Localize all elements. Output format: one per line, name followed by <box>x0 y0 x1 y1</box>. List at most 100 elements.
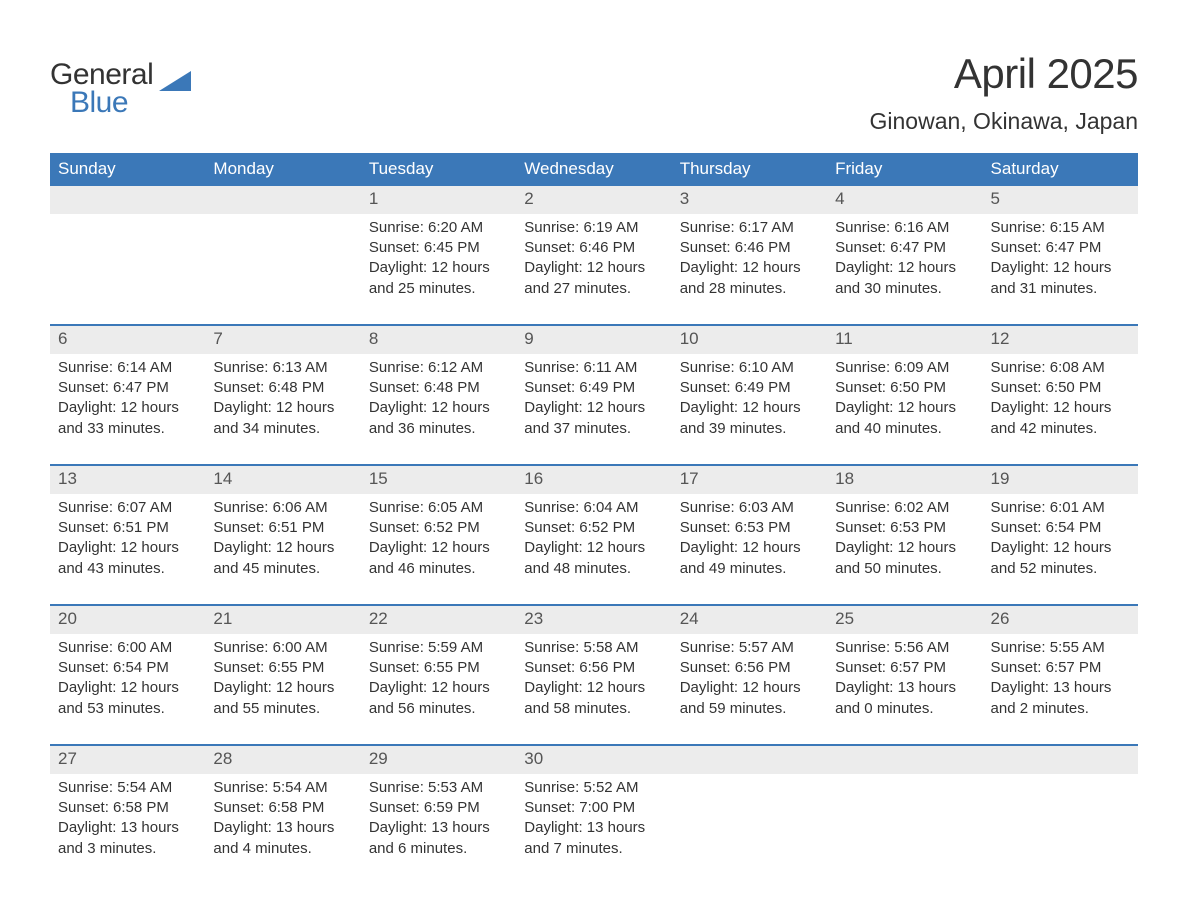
day-body: Sunrise: 6:11 AMSunset: 6:49 PMDaylight:… <box>524 358 663 439</box>
day-number: 9 <box>524 329 533 348</box>
day-line-dl2: and 55 minutes. <box>213 699 352 719</box>
day-line-ss: Sunset: 6:59 PM <box>369 798 508 818</box>
month-title: April 2025 <box>870 50 1139 98</box>
day-number-row: 11 <box>827 326 982 354</box>
day-line-dl1: Daylight: 12 hours <box>58 678 197 698</box>
title-block: April 2025 Ginowan, Okinawa, Japan <box>870 50 1139 135</box>
day-line-dl1: Daylight: 12 hours <box>835 538 974 558</box>
day-number: 20 <box>58 609 77 628</box>
day-number: 22 <box>369 609 388 628</box>
week-row: 6Sunrise: 6:14 AMSunset: 6:47 PMDaylight… <box>50 324 1138 454</box>
day-body: Sunrise: 5:55 AMSunset: 6:57 PMDaylight:… <box>991 638 1130 719</box>
day-cell: 20 Sunrise: 6:00 AMSunset: 6:54 PMDayligh… <box>50 606 205 734</box>
day-line-ss: Sunset: 6:45 PM <box>369 238 508 258</box>
day-line-dl2: and 6 minutes. <box>369 839 508 859</box>
day-line-sr: Sunrise: 6:07 AM <box>58 498 197 518</box>
day-line-dl1: Daylight: 12 hours <box>213 678 352 698</box>
day-cell: 14 Sunrise: 6:06 AMSunset: 6:51 PMDayligh… <box>205 466 360 594</box>
day-body: Sunrise: 6:12 AMSunset: 6:48 PMDaylight:… <box>369 358 508 439</box>
day-number-row: 13 <box>50 466 205 494</box>
day-cell: 17Sunrise: 6:03 AMSunset: 6:53 PMDayligh… <box>672 466 827 594</box>
day-body: Sunrise: 6:00 AMSunset: 6:54 PMDaylight:… <box>58 638 197 719</box>
day-line-dl2: and 42 minutes. <box>991 419 1130 439</box>
day-line-dl1: Daylight: 12 hours <box>369 678 508 698</box>
day-number-row: 28 <box>205 746 360 774</box>
day-number-row: 21 <box>205 606 360 634</box>
day-cell: 6Sunrise: 6:14 AMSunset: 6:47 PMDaylight… <box>50 326 205 454</box>
day-line-dl1: Daylight: 12 hours <box>991 258 1130 278</box>
day-number-row: 17 <box>672 466 827 494</box>
day-body: Sunrise: 6:02 AMSunset: 6:53 PMDaylight:… <box>835 498 974 579</box>
day-body: Sunrise: 5:53 AMSunset: 6:59 PMDaylight:… <box>369 778 508 859</box>
day-line-dl1: Daylight: 12 hours <box>369 398 508 418</box>
day-cell: 10Sunrise: 6:10 AMSunset: 6:49 PMDayligh… <box>672 326 827 454</box>
day-body: Sunrise: 5:54 AMSunset: 6:58 PMDaylight:… <box>58 778 197 859</box>
day-body: Sunrise: 6:17 AMSunset: 6:46 PMDaylight:… <box>680 218 819 299</box>
day-line-dl2: and 0 minutes. <box>835 699 974 719</box>
day-line-ss: Sunset: 6:48 PM <box>369 378 508 398</box>
logo: General Blue <box>50 50 191 120</box>
day-line-dl2: and 30 minutes. <box>835 279 974 299</box>
day-line-dl1: Daylight: 13 hours <box>58 818 197 838</box>
day-number-row: 23 <box>516 606 671 634</box>
day-line-sr: Sunrise: 6:15 AM <box>991 218 1130 238</box>
day-line-dl1: Daylight: 12 hours <box>369 258 508 278</box>
day-line-dl1: Daylight: 12 hours <box>58 538 197 558</box>
day-number: 11 <box>835 329 853 348</box>
day-line-sr: Sunrise: 5:56 AM <box>835 638 974 658</box>
weekday-header: Tuesday <box>361 153 516 186</box>
day-number-row: 19 <box>983 466 1138 494</box>
day-line-dl2: and 34 minutes. <box>213 419 352 439</box>
day-cell: 22Sunrise: 5:59 AMSunset: 6:55 PMDayligh… <box>361 606 516 734</box>
weekday-header: Saturday <box>983 153 1138 186</box>
day-body: Sunrise: 6:06 AMSunset: 6:51 PMDaylight:… <box>213 498 352 579</box>
day-line-dl2: and 45 minutes. <box>213 559 352 579</box>
day-body: Sunrise: 6:01 AMSunset: 6:54 PMDaylight:… <box>991 498 1130 579</box>
day-line-dl2: and 53 minutes. <box>58 699 197 719</box>
day-line-dl2: and 50 minutes. <box>835 559 974 579</box>
day-number-row: 10 <box>672 326 827 354</box>
day-line-dl2: and 52 minutes. <box>991 559 1130 579</box>
day-line-sr: Sunrise: 6:04 AM <box>524 498 663 518</box>
day-line-sr: Sunrise: 5:54 AM <box>213 778 352 798</box>
day-number-row: 14 <box>205 466 360 494</box>
day-line-sr: Sunrise: 5:57 AM <box>680 638 819 658</box>
day-line-sr: Sunrise: 6:03 AM <box>680 498 819 518</box>
day-line-sr: Sunrise: 6:16 AM <box>835 218 974 238</box>
day-cell: 11Sunrise: 6:09 AMSunset: 6:50 PMDayligh… <box>827 326 982 454</box>
day-line-dl2: and 7 minutes. <box>524 839 663 859</box>
day-cell: 18Sunrise: 6:02 AMSunset: 6:53 PMDayligh… <box>827 466 982 594</box>
day-line-sr: Sunrise: 6:08 AM <box>991 358 1130 378</box>
day-number-row: 25 <box>827 606 982 634</box>
day-cell: 19 Sunrise: 6:01 AMSunset: 6:54 PMDayligh… <box>983 466 1138 594</box>
day-line-sr: Sunrise: 6:20 AM <box>369 218 508 238</box>
day-body: Sunrise: 5:54 AMSunset: 6:58 PMDaylight:… <box>213 778 352 859</box>
day-number: 23 <box>524 609 543 628</box>
weeks-container: 1Sunrise: 6:20 AMSunset: 6:45 PMDaylight… <box>50 186 1138 874</box>
day-line-dl2: and 58 minutes. <box>524 699 663 719</box>
day-number-row <box>983 746 1138 774</box>
day-line-sr: Sunrise: 5:53 AM <box>369 778 508 798</box>
week-row: 20 Sunrise: 6:00 AMSunset: 6:54 PMDayligh… <box>50 604 1138 734</box>
day-body: Sunrise: 5:57 AMSunset: 6:56 PMDaylight:… <box>680 638 819 719</box>
day-line-sr: Sunrise: 5:54 AM <box>58 778 197 798</box>
day-cell <box>205 186 360 314</box>
day-line-ss: Sunset: 6:57 PM <box>991 658 1130 678</box>
day-cell: 26Sunrise: 5:55 AMSunset: 6:57 PMDayligh… <box>983 606 1138 734</box>
day-number-row <box>205 186 360 214</box>
day-cell: 9 Sunrise: 6:11 AMSunset: 6:49 PMDaylight… <box>516 326 671 454</box>
page-header: General Blue April 2025 Ginowan, Okinawa… <box>50 50 1138 135</box>
weekday-header: Monday <box>205 153 360 186</box>
day-line-ss: Sunset: 6:54 PM <box>991 518 1130 538</box>
day-number-row: 1 <box>361 186 516 214</box>
day-number: 8 <box>369 329 378 348</box>
weekday-header: Thursday <box>672 153 827 186</box>
day-line-sr: Sunrise: 5:52 AM <box>524 778 663 798</box>
day-number-row: 15 <box>361 466 516 494</box>
day-line-ss: Sunset: 6:50 PM <box>991 378 1130 398</box>
day-number-row: 27 <box>50 746 205 774</box>
day-line-dl1: Daylight: 12 hours <box>991 398 1130 418</box>
day-number: 21 <box>213 609 232 628</box>
day-line-ss: Sunset: 6:53 PM <box>680 518 819 538</box>
day-body: Sunrise: 6:14 AMSunset: 6:47 PMDaylight:… <box>58 358 197 439</box>
